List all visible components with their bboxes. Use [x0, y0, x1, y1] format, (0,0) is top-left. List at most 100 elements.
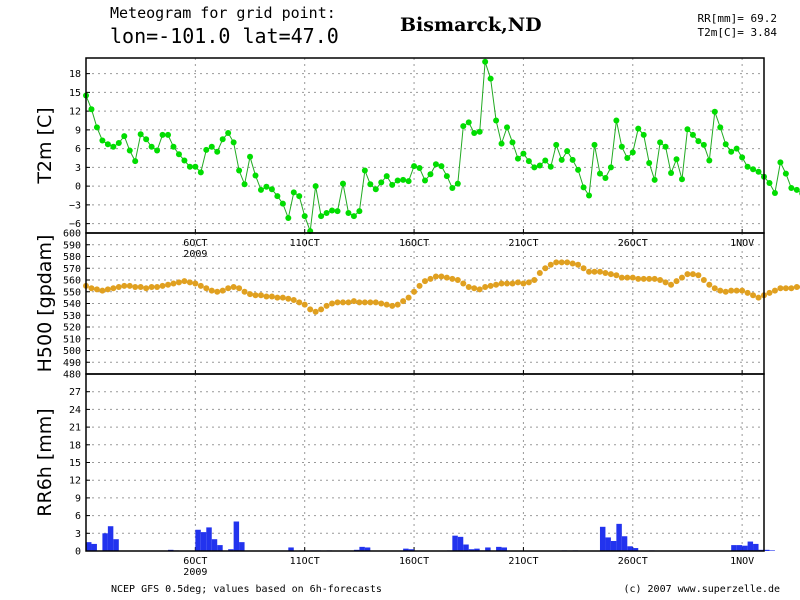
- t2m-point: [700, 141, 707, 148]
- rr6h-bar: [769, 550, 775, 551]
- y-tick-label: 590: [63, 240, 81, 251]
- rr6h-bar: [403, 548, 409, 551]
- h500-point: [378, 300, 385, 307]
- t2m-point: [279, 200, 286, 207]
- x-tick-label: 6OCT: [183, 556, 207, 567]
- y-tick-label: 480: [63, 370, 81, 381]
- t2m-point: [104, 141, 111, 148]
- x-tick-label: 21OCT: [508, 238, 538, 249]
- h500-point: [411, 288, 418, 295]
- t2m-point: [618, 143, 625, 150]
- t2m-point: [367, 181, 374, 188]
- h500-point: [678, 274, 685, 281]
- h500-point: [706, 281, 713, 288]
- t2m-point: [170, 143, 177, 150]
- y-axis-title: H500 [gpdam]: [34, 235, 56, 373]
- t2m-point: [586, 192, 593, 199]
- h500-point: [383, 301, 390, 308]
- h500-point: [192, 280, 199, 287]
- y-tick-label: 540: [63, 299, 81, 310]
- y-tick-label: 24: [69, 405, 81, 416]
- t2m-point: [411, 163, 418, 170]
- y-tick-label: 570: [63, 264, 81, 275]
- t2m-point: [750, 166, 757, 173]
- t2m-point: [531, 164, 538, 171]
- t2m-point: [744, 163, 751, 170]
- h500-point: [498, 280, 505, 287]
- rr6h-bar: [200, 532, 207, 551]
- t2m-point: [733, 145, 740, 152]
- t2m-point: [132, 158, 139, 165]
- t2m-point: [777, 159, 784, 166]
- t2m-point: [504, 124, 511, 131]
- rr6h-bar: [742, 545, 748, 551]
- rr6h-bar: [113, 539, 119, 551]
- x-tick-label: 16OCT: [399, 238, 429, 249]
- h500-point: [121, 282, 128, 289]
- h500-point: [296, 299, 303, 306]
- h500-point: [607, 271, 614, 278]
- y-tick-label: 18: [69, 69, 81, 80]
- t2m-point: [471, 130, 478, 136]
- t2m-point: [214, 148, 221, 155]
- y-tick-label: 9: [75, 493, 81, 504]
- h500-point: [739, 287, 746, 294]
- t2m-point: [165, 131, 172, 138]
- h500-point: [493, 281, 500, 288]
- h500-point: [635, 275, 642, 282]
- y-tick-label: 3: [75, 163, 81, 174]
- chart-title-line1: Meteogram for grid point:: [110, 4, 336, 22]
- h500-point: [247, 291, 254, 298]
- h500-point: [345, 299, 352, 306]
- t2m-point: [257, 186, 264, 193]
- t2m-point: [547, 163, 554, 170]
- rr6h-bar: [764, 549, 770, 551]
- x-tick-label: 11OCT: [290, 238, 320, 249]
- h500-point: [782, 285, 789, 292]
- h500-point: [350, 298, 357, 305]
- t2m-point: [668, 170, 675, 176]
- t2m-point: [230, 139, 237, 146]
- t2m-point: [241, 181, 248, 188]
- t2m-point: [400, 176, 407, 183]
- t2m-point: [673, 156, 680, 163]
- h500-point: [640, 275, 647, 282]
- t2m-point: [728, 148, 735, 155]
- t2m-point: [476, 128, 483, 135]
- h500-point: [132, 284, 139, 291]
- h500-point: [788, 285, 795, 292]
- h500-point: [793, 284, 800, 291]
- t2m-point: [465, 119, 472, 126]
- h500-point: [165, 281, 172, 288]
- t2m-point: [285, 215, 292, 221]
- t2m-point: [558, 156, 565, 163]
- h500-point: [427, 275, 434, 282]
- rr6h-bar: [457, 536, 464, 551]
- h500-point: [170, 280, 177, 287]
- rr6h-bar: [485, 547, 491, 551]
- rr6h-bar: [217, 545, 223, 551]
- t2m-point: [148, 143, 155, 150]
- h500-point: [318, 306, 325, 313]
- y-tick-label: 0: [75, 547, 81, 558]
- h500-point: [542, 265, 549, 272]
- rr6h-bar: [239, 542, 245, 551]
- rr6h-bar: [452, 535, 458, 551]
- h500-point: [356, 299, 363, 306]
- t2m-point: [493, 117, 500, 124]
- t2m-point: [678, 176, 685, 183]
- t2m-point: [766, 180, 773, 186]
- h500-point: [547, 261, 554, 268]
- h500-point: [154, 284, 161, 291]
- rr6h-bar: [228, 549, 234, 551]
- t2m-point: [159, 131, 166, 138]
- h500-point: [143, 285, 150, 292]
- t2m-point: [509, 139, 516, 146]
- y-tick-label: 510: [63, 334, 81, 345]
- rr6h-bar: [501, 547, 508, 551]
- h500-point: [219, 287, 226, 294]
- rr6h-bar: [359, 546, 365, 551]
- t2m-point: [192, 163, 199, 170]
- t2m-point: [197, 169, 204, 176]
- rr6h-bar: [632, 548, 639, 551]
